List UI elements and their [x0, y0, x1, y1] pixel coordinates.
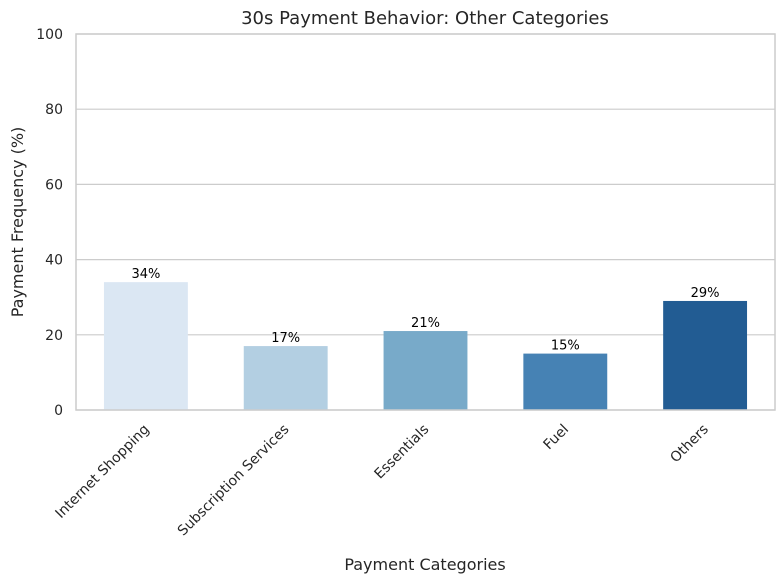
- x-tick-label: Fuel: [541, 422, 573, 454]
- y-tick-labels: 0 20 40 60 80 100: [36, 27, 63, 419]
- bar: [523, 353, 608, 410]
- x-tick-label: Essentials: [371, 422, 432, 483]
- y-tick-label: 60: [45, 177, 63, 193]
- x-tick-label: Internet Shopping: [52, 422, 152, 522]
- y-tick-label: 0: [54, 403, 63, 419]
- data-label: 15%: [551, 339, 580, 354]
- data-label: 17%: [271, 331, 300, 346]
- y-tick-label: 80: [45, 102, 63, 118]
- x-tick-label: Others: [667, 422, 712, 467]
- bar: [663, 300, 748, 410]
- y-tick-label: 20: [45, 328, 63, 344]
- data-labels: 34% 17% 21% 15% 29%: [131, 267, 719, 353]
- y-axis-label: Payment Frequency (%): [8, 127, 27, 318]
- bar: [243, 346, 328, 410]
- bar: [103, 282, 188, 410]
- x-axis-label: Payment Categories: [344, 555, 505, 574]
- data-label: 29%: [691, 286, 720, 301]
- x-tick-label: Subscription Services: [175, 422, 293, 540]
- chart-title: 30s Payment Behavior: Other Categories: [241, 8, 609, 29]
- x-tick-labels: Internet Shopping Subscription Services Es…: [52, 422, 711, 540]
- bars: [103, 282, 748, 410]
- bar: [383, 331, 468, 410]
- plot-frame: [75, 33, 776, 411]
- data-label: 21%: [411, 316, 440, 331]
- y-tick-label: 100: [36, 27, 63, 43]
- y-tick-label: 40: [45, 253, 63, 269]
- data-label: 34%: [131, 267, 160, 282]
